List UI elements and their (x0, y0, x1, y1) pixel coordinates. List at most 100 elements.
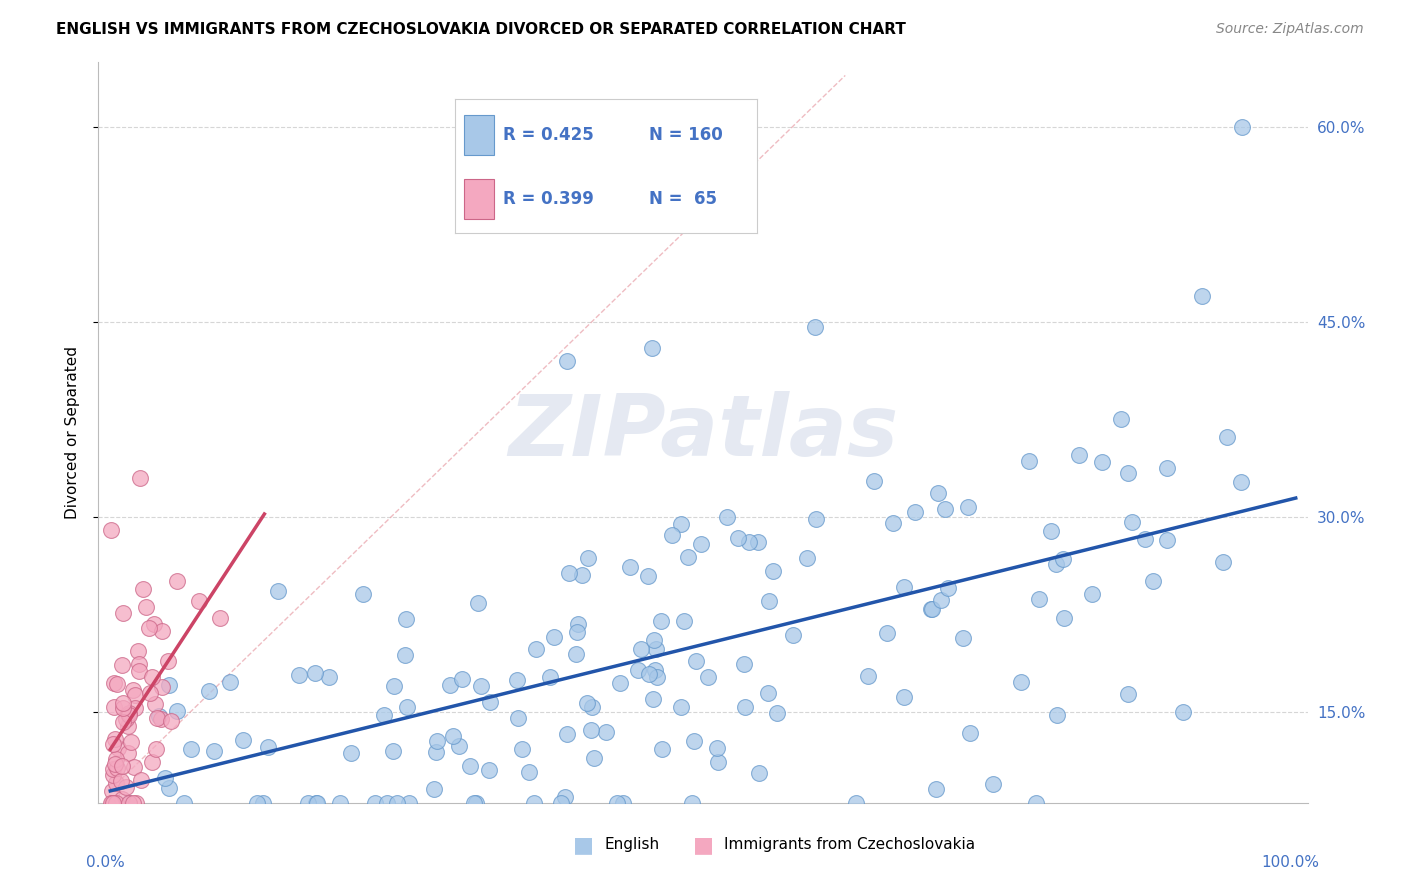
Point (141, 755, 163, 769)
Point (1116, 466, 1139, 480)
Text: ENGLISH VS IMMIGRANTS FROM CZECHOSLOVAKIA DIVORCED OR SEPARATED CORRELATION CHAR: ENGLISH VS IMMIGRANTS FROM CZECHOSLOVAKI… (56, 22, 905, 37)
Point (112, 715, 135, 730)
Point (451, 672, 474, 686)
Point (676, 549, 699, 564)
Point (125, 796, 148, 810)
Point (1156, 460, 1178, 475)
Point (1212, 555, 1234, 569)
Point (1118, 686, 1140, 700)
Point (202, 744, 225, 758)
Point (756, 686, 779, 700)
Point (1039, 524, 1062, 539)
Text: 100.0%: 100.0% (1261, 855, 1320, 870)
Point (641, 341, 664, 355)
Point (101, 767, 124, 781)
Point (637, 667, 659, 681)
Point (564, 648, 586, 662)
Point (737, 534, 759, 549)
Point (1046, 707, 1069, 722)
Point (157, 678, 180, 692)
Point (128, 657, 150, 672)
Point (297, 796, 319, 810)
Point (716, 510, 738, 524)
Point (609, 675, 631, 690)
Point (682, 733, 704, 747)
Point (232, 733, 254, 747)
Point (512, 742, 534, 756)
Point (1191, 289, 1213, 303)
Point (882, 516, 904, 530)
Point (506, 711, 529, 725)
Point (387, 796, 409, 810)
Point (804, 512, 827, 526)
Point (395, 700, 418, 714)
Point (287, 668, 309, 682)
Point (479, 695, 502, 709)
Point (329, 796, 352, 810)
Point (681, 796, 703, 810)
Point (105, 677, 128, 691)
Point (105, 761, 128, 775)
Point (118, 708, 141, 723)
Point (307, 796, 329, 810)
Point (1230, 120, 1253, 135)
Point (733, 657, 755, 672)
Point (143, 697, 166, 711)
Point (856, 669, 879, 683)
Point (111, 657, 134, 672)
Point (398, 796, 420, 810)
Point (1121, 516, 1143, 530)
Point (645, 641, 668, 656)
Point (129, 773, 152, 788)
Point (470, 679, 492, 693)
Point (565, 625, 588, 640)
Point (145, 741, 167, 756)
Point (1045, 557, 1067, 571)
Point (748, 765, 770, 780)
Point (1010, 675, 1032, 690)
Point (352, 587, 374, 601)
Point (478, 764, 501, 778)
Point (105, 796, 128, 810)
Y-axis label: Divorced or Separated: Divorced or Separated (65, 346, 80, 519)
Text: Source: ZipAtlas.com: Source: ZipAtlas.com (1216, 22, 1364, 37)
Point (1216, 430, 1239, 444)
Point (118, 796, 141, 810)
Point (661, 528, 683, 542)
Point (107, 741, 129, 756)
Point (146, 711, 169, 725)
Point (630, 642, 652, 657)
Point (128, 664, 150, 678)
Point (581, 699, 603, 714)
Point (111, 696, 134, 710)
Point (1230, 475, 1253, 489)
Point (138, 621, 160, 635)
Point (103, 737, 125, 751)
Point (1091, 454, 1114, 468)
Point (804, 320, 827, 334)
Point (257, 739, 280, 754)
Point (1109, 411, 1132, 425)
Point (115, 712, 138, 726)
Point (465, 796, 488, 810)
Point (382, 744, 405, 758)
Point (571, 568, 593, 582)
Point (150, 624, 173, 638)
Point (118, 796, 141, 810)
Point (957, 500, 980, 514)
Text: 0.0%: 0.0% (86, 855, 125, 870)
Point (893, 690, 915, 704)
Point (129, 471, 152, 485)
Point (105, 776, 128, 790)
Point (118, 706, 141, 720)
Point (952, 632, 974, 646)
Point (959, 726, 981, 740)
Point (111, 606, 134, 620)
Point (929, 593, 952, 607)
Point (100, 796, 122, 810)
Point (127, 643, 149, 657)
Point (921, 602, 943, 616)
Point (188, 594, 211, 608)
Point (100, 783, 122, 797)
Point (595, 725, 617, 739)
